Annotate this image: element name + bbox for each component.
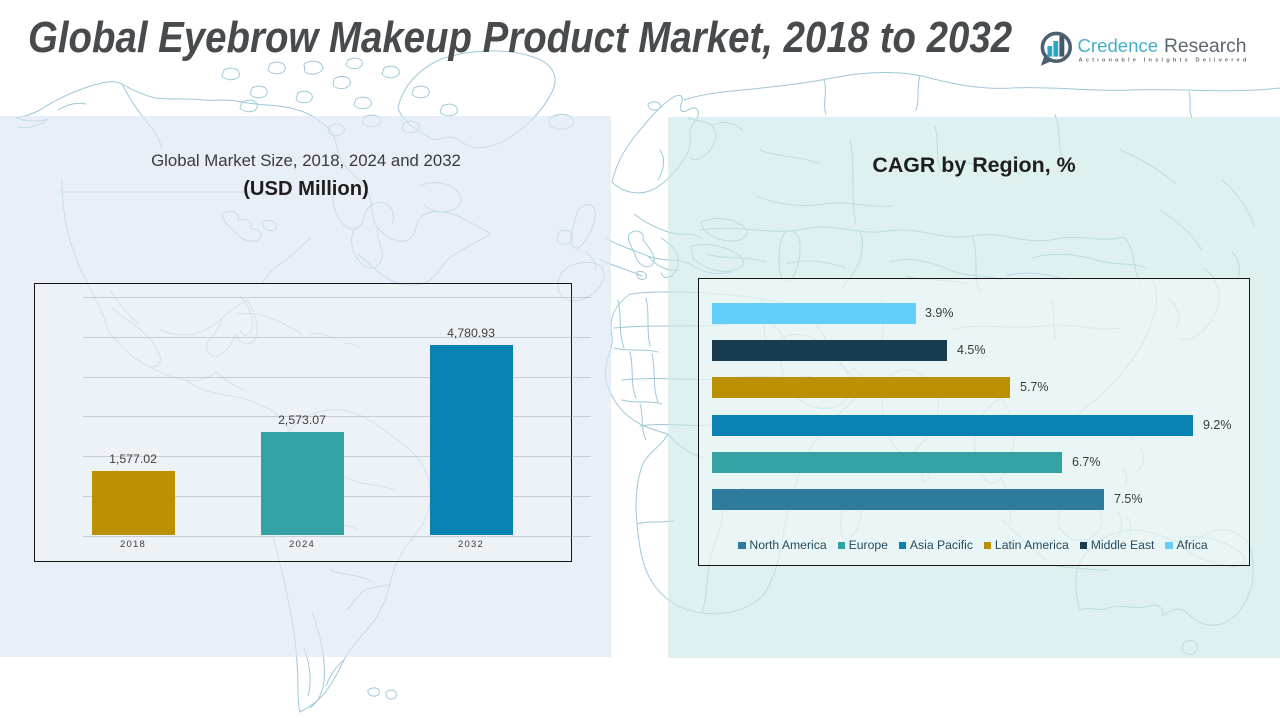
svg-text:Research: Research (1164, 36, 1247, 57)
svg-text:Actionable Insights Delivered: Actionable Insights Delivered (1079, 58, 1250, 64)
svg-text:Credence: Credence (1078, 35, 1159, 56)
